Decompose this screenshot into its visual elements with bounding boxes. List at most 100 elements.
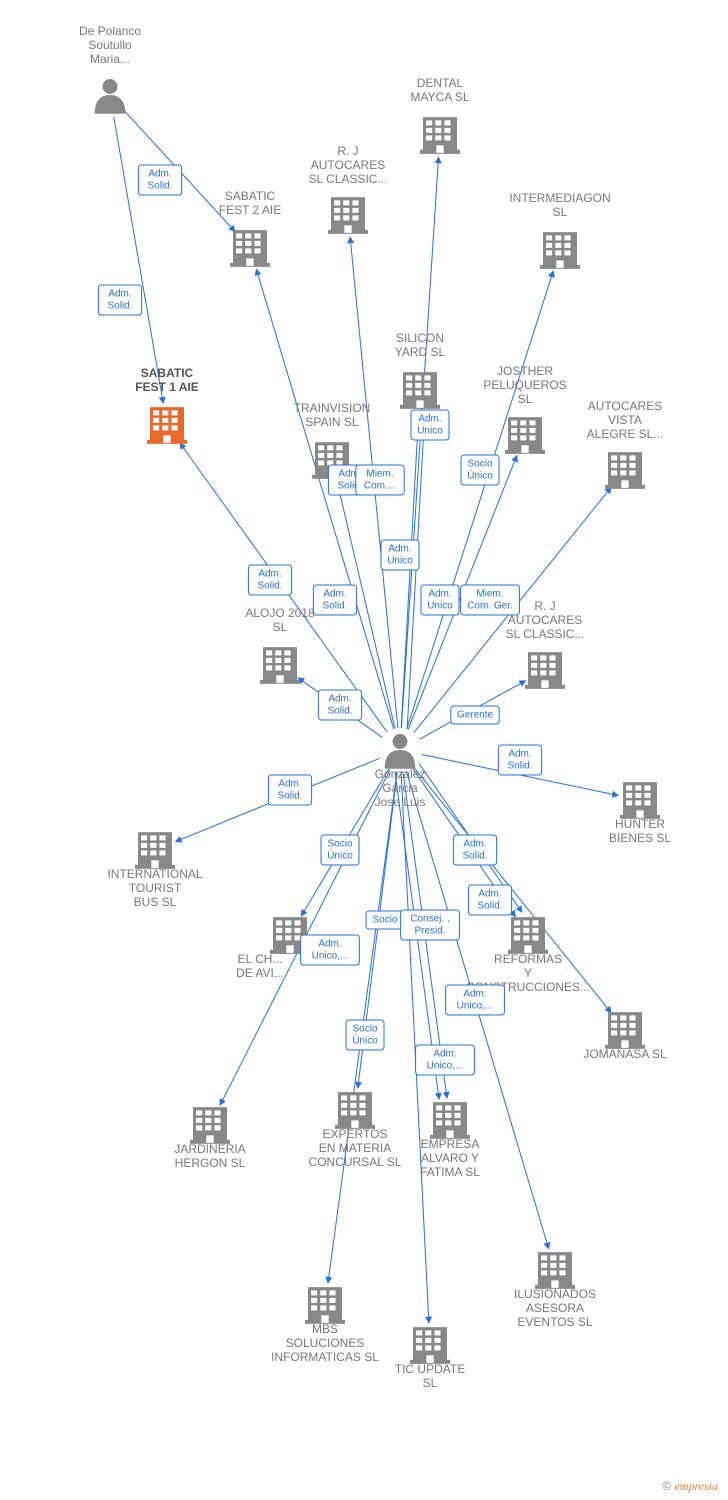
edge-label-text: Solid. [257, 581, 282, 592]
node-label: SABATIC [225, 189, 276, 203]
node-label: VISTA [608, 413, 642, 427]
node-label: R. J [337, 144, 358, 158]
edge-label-text: Presid. [414, 926, 445, 937]
edge-label-text: Adm. [258, 569, 281, 580]
node-label: CONCURSAL SL [309, 1155, 402, 1169]
node-label: TOURIST [129, 881, 182, 895]
edge-label-text: Solid. [277, 791, 302, 802]
node-label: PELUQUEROS [483, 378, 566, 392]
edge-label-text: Adm. [463, 989, 486, 1000]
company-node[interactable]: INTERMEDIAGONSL [509, 191, 610, 269]
node-label: SABATIC [141, 366, 194, 380]
edge-label-text: Adm. [148, 169, 171, 180]
company-node[interactable]: SILICONYARD SL [395, 331, 446, 409]
node-label: SL [553, 205, 568, 219]
edge-label-text: Socio [352, 1024, 377, 1035]
edge-label-text: Solid. [147, 181, 172, 192]
node-label: ALVARO Y [421, 1151, 479, 1165]
building-icon [535, 1252, 575, 1289]
node-label: R. J [534, 599, 555, 613]
company-node[interactable]: TIC UPDATESL [395, 1327, 465, 1390]
network-diagram: De PolancoSoutulloMaria... GonzalezGarcia… [0, 0, 728, 1500]
node-label: FATIMA SL [420, 1165, 480, 1179]
company-node[interactable]: EMPRESAALVARO YFATIMA SL [420, 1102, 480, 1179]
company-node[interactable]: MBSSOLUCIONESINFORMATICAS SL [271, 1287, 379, 1364]
node-label: SOLUCIONES [286, 1336, 365, 1350]
edge-label-text: Solid. [107, 301, 132, 312]
edge-label-text: Unico,... [312, 951, 349, 962]
person-node[interactable]: De PolancoSoutulloMaria... [79, 24, 141, 114]
node-label: DENTAL [417, 76, 464, 90]
node-label: De Polanco [79, 24, 141, 38]
company-node[interactable]: JOSTHERPELUQUEROSSL [483, 364, 566, 454]
node-label: Soutullo [88, 38, 132, 52]
company-node[interactable]: AUTOCARESVISTAALEGRE SL... [587, 399, 664, 489]
edge-label-text: Adm. [318, 939, 341, 950]
node-label: ILUSIONADOS [514, 1287, 596, 1301]
footer-copyright: © empresia [662, 1479, 718, 1494]
nodes-layer: De PolancoSoutulloMaria... GonzalezGarcia… [79, 24, 671, 1390]
node-label: ALOJO 2018 [245, 606, 315, 620]
person-node[interactable]: GonzalezGarciaJose Luis [375, 734, 426, 809]
edge-label-text: Adm. [418, 414, 441, 425]
node-label: SL [423, 1376, 438, 1390]
company-node[interactable]: INTERNATIONALTOURISTBUS SL [107, 832, 202, 909]
edge-label-text: Unico,... [427, 1061, 464, 1072]
node-label: HUNTER [615, 817, 665, 831]
node-label: EXPERTOS [323, 1127, 388, 1141]
node-label: TIC UPDATE [395, 1362, 465, 1376]
company-node[interactable]: SABATICFEST 2 AIE [219, 189, 281, 267]
node-label: Jose Luis [375, 795, 426, 809]
building-icon [260, 647, 300, 684]
node-label: INFORMATICAS SL [271, 1350, 379, 1364]
node-label: YARD SL [395, 345, 446, 359]
node-label: SL [518, 392, 533, 406]
building-icon [135, 832, 175, 869]
node-label: INTERMEDIAGON [509, 191, 610, 205]
edge-label-text: Adm. [463, 839, 486, 850]
person-icon [95, 79, 126, 114]
edge-label-text: Miem. [476, 589, 503, 600]
edge-label-text: Consej. , [410, 914, 449, 925]
company-node[interactable]: ALOJO 2018SL [245, 606, 315, 684]
company-node[interactable]: HUNTERBIENES SL [609, 782, 671, 845]
company-node[interactable]: ILUSIONADOSASESORAEVENTOS SL [514, 1252, 596, 1329]
company-node[interactable]: REFORMASYCONSTRUCCIONES... [466, 917, 590, 994]
edge-label-text: Com.... [364, 481, 396, 492]
company-node[interactable]: EXPERTOSEN MATERIACONCURSAL SL [309, 1092, 402, 1169]
node-label: SL [273, 620, 288, 634]
edge-label-text: Único [327, 849, 353, 862]
edge-label-text: Adm. [478, 889, 501, 900]
edge-label-text: Solid. [462, 851, 487, 862]
node-label: AUTOCARES [508, 613, 582, 627]
node-label: DE AVI... [236, 966, 284, 980]
edge-label-text: Adm. [108, 289, 131, 300]
building-icon [508, 917, 548, 954]
node-label: TRAINVISION [294, 401, 371, 415]
edge-label-text: Adm. [328, 694, 351, 705]
company-node[interactable]: JARDINERIAHERGON SL [174, 1107, 245, 1170]
building-icon [430, 1102, 470, 1139]
building-icon [305, 1287, 345, 1324]
building-icon [540, 232, 580, 269]
building-icon [190, 1107, 230, 1144]
node-label: INTERNATIONAL [107, 867, 202, 881]
edge-label-text: Solid. [327, 706, 352, 717]
company-node[interactable]: SABATICFEST 1 AIE [135, 366, 199, 444]
company-node[interactable]: JOMANASA SL [583, 1012, 667, 1061]
edge-label-text: Adm. [433, 1049, 456, 1060]
company-node[interactable]: R. JAUTOCARESSL CLASSIC... [309, 144, 388, 234]
node-label: EMPRESA [421, 1137, 480, 1151]
building-icon [410, 1327, 450, 1364]
building-icon [620, 782, 660, 819]
node-label: BIENES SL [609, 831, 671, 845]
node-label: JARDINERIA [174, 1142, 245, 1156]
company-node[interactable]: DENTALMAYCA SL [410, 76, 469, 154]
node-label: SL CLASSIC... [309, 172, 388, 186]
node-label: Y [524, 966, 532, 980]
building-icon [420, 117, 460, 154]
building-icon [605, 452, 645, 489]
node-label: SILICON [396, 331, 444, 345]
company-node[interactable]: EL CH...DE AVI... [236, 917, 310, 980]
node-label: MAYCA SL [410, 90, 469, 104]
